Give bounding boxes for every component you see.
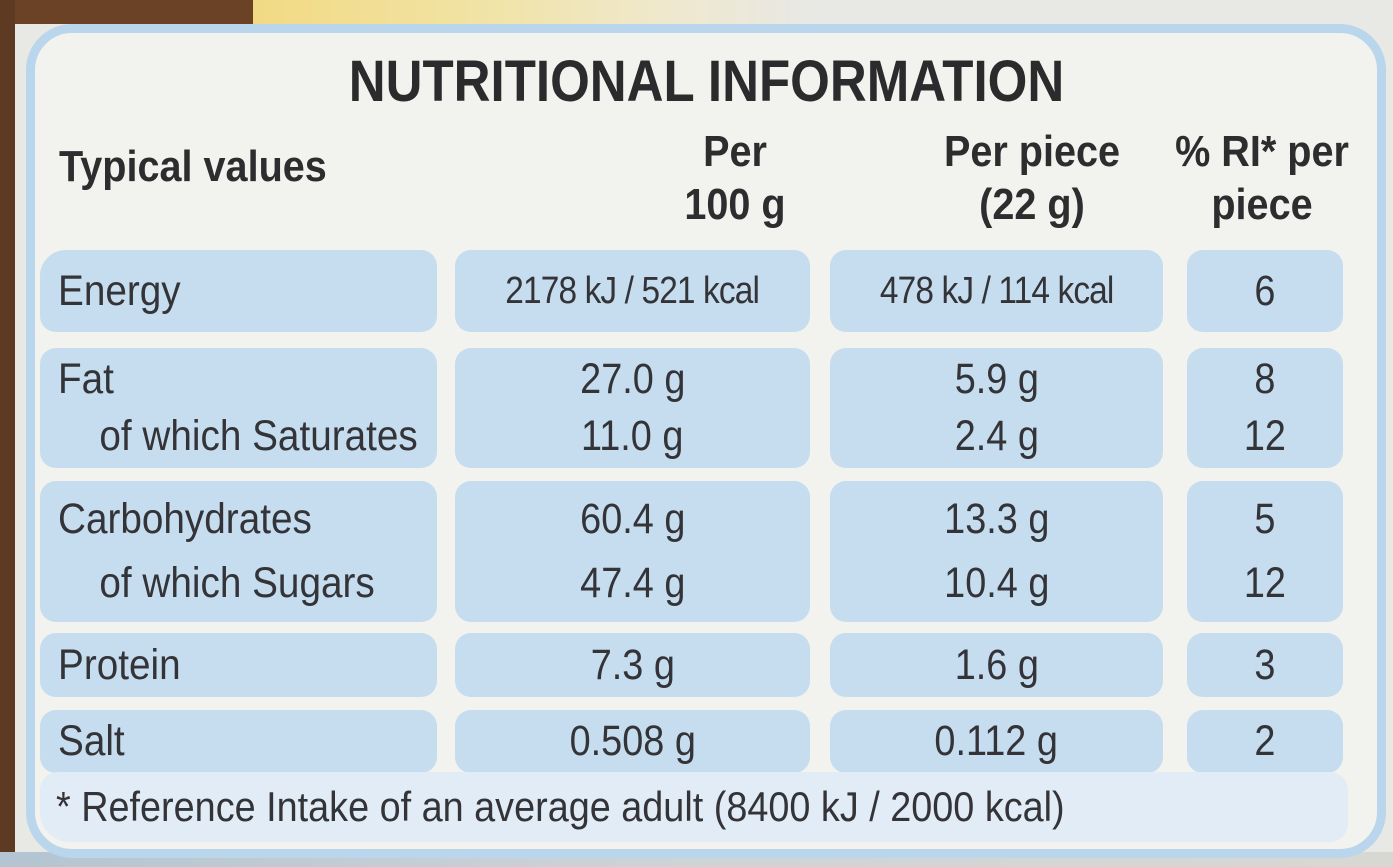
fat-per-piece-value: 5.9 g: [954, 355, 1039, 404]
salt-ri-cell: 2: [1187, 710, 1343, 773]
salt-per-100g-cell: 0.508 g: [455, 710, 810, 773]
carbohydrates-ri-value: 5: [1254, 495, 1276, 544]
energy-per-100g-cell: 2178 kJ / 521 kcal: [455, 250, 810, 332]
carbohydrates-per-piece-cell: 13.3 g 10.4 g: [830, 481, 1163, 622]
energy-ri-cell: 6: [1187, 250, 1343, 332]
salt-label: Salt: [58, 717, 125, 765]
saturates-ri-value: 12: [1243, 411, 1287, 460]
energy-per-100g-value: 2178 kJ / 521 kcal: [505, 269, 761, 312]
carbohydrates-per-100g-value: 60.4 g: [579, 495, 686, 544]
fat-label: Fat: [58, 355, 114, 404]
salt-per-piece-value: 0.112 g: [934, 717, 1059, 765]
header-typical-values: Typical values: [59, 142, 357, 192]
protein-ri-cell: 3: [1187, 633, 1343, 697]
salt-label-cell: Salt: [40, 710, 437, 773]
header-per-piece-line2: (22 g): [979, 179, 1085, 229]
sugars-per-piece-value: 10.4 g: [943, 558, 1050, 607]
nutrition-label-card: NUTRITIONAL INFORMATION Typical values P…: [26, 24, 1386, 858]
packaging-brown-top: [0, 0, 253, 24]
energy-ri-value: 6: [1254, 266, 1276, 315]
salt-per-100g-value: 0.508 g: [569, 717, 696, 765]
protein-per-100g-cell: 7.3 g: [455, 633, 810, 697]
carbohydrates-label-cell: Carbohydrates of which Sugars: [40, 481, 437, 622]
fat-per-100g-cell: 27.0 g 11.0 g: [455, 348, 810, 468]
fat-per-100g-value: 27.0 g: [579, 355, 686, 404]
reference-intake-footnote-text: * Reference Intake of an average adult (…: [56, 783, 1065, 830]
header-ri-per-piece: % RI* per piece: [1118, 126, 1393, 232]
saturates-per-100g-value: 11.0 g: [581, 411, 684, 460]
energy-label-cell: Energy: [40, 250, 437, 332]
sugars-label: of which Sugars: [99, 558, 375, 607]
carbohydrates-per-100g-cell: 60.4 g 47.4 g: [455, 481, 810, 622]
energy-label: Energy: [58, 266, 181, 315]
header-ri-per-piece-line2: piece: [1211, 179, 1313, 229]
header-typical-values-text: Typical values: [59, 142, 327, 191]
protein-label-cell: Protein: [40, 633, 437, 697]
packaging-brown-left-edge: [0, 0, 15, 867]
salt-per-piece-cell: 0.112 g: [830, 710, 1163, 773]
header-per-100g-line1: Per: [703, 127, 767, 176]
header-per-100g: Per 100 g: [591, 126, 879, 232]
protein-per-piece-value: 1.6 g: [954, 640, 1039, 689]
saturates-per-piece-value: 2.4 g: [954, 411, 1039, 460]
saturates-label: of which Saturates: [99, 411, 418, 460]
fat-label-cell: Fat of which Saturates: [40, 348, 437, 468]
energy-per-piece-value: 478 kJ / 114 kcal: [879, 269, 1114, 312]
header-per-100g-line2: 100 g: [684, 179, 786, 229]
header-per-piece-line1: Per piece: [943, 127, 1121, 176]
header-ri-per-piece-line1: % RI* per: [1175, 127, 1349, 176]
carbohydrates-label: Carbohydrates: [58, 495, 312, 544]
sugars-ri-value: 12: [1243, 558, 1287, 607]
fat-per-piece-cell: 5.9 g 2.4 g: [830, 348, 1163, 468]
packaging-yellow-strip: [253, 0, 813, 24]
protein-ri-value: 3: [1254, 640, 1276, 689]
carbohydrates-ri-cell: 5 12: [1187, 481, 1343, 622]
carbohydrates-per-piece-value: 13.3 g: [943, 495, 1050, 544]
fat-ri-value: 8: [1254, 355, 1276, 404]
salt-ri-value: 2: [1254, 717, 1276, 765]
energy-per-piece-cell: 478 kJ / 114 kcal: [830, 250, 1163, 332]
header-per-piece: Per piece (22 g): [888, 126, 1176, 232]
protein-per-100g-value: 7.3 g: [590, 640, 675, 689]
reference-intake-footnote: * Reference Intake of an average adult (…: [40, 772, 1348, 842]
fat-ri-cell: 8 12: [1187, 348, 1343, 468]
sugars-per-100g-value: 47.4 g: [579, 558, 686, 607]
label-title-text: NUTRITIONAL INFORMATION: [348, 49, 1064, 114]
label-title: NUTRITIONAL INFORMATION: [35, 48, 1377, 115]
protein-label: Protein: [58, 640, 181, 689]
protein-per-piece-cell: 1.6 g: [830, 633, 1163, 697]
